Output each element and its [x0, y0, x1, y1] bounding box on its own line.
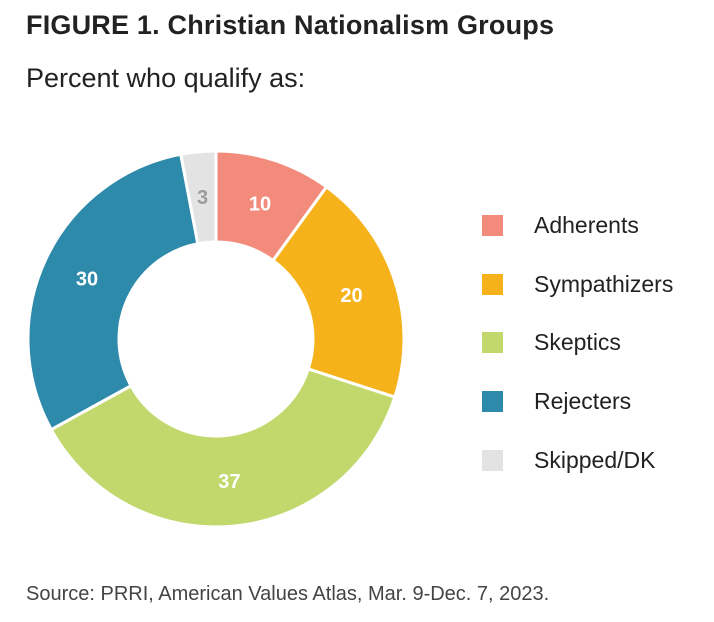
slice-sympathizers — [270, 184, 406, 399]
legend-item-sympathizers: Sympathizers — [482, 255, 712, 314]
legend-swatch — [482, 449, 503, 471]
data-label-sympathizers: 20 — [340, 285, 362, 307]
data-label-adherents: 10 — [249, 193, 271, 215]
legend-item-skeptics: Skeptics — [482, 314, 712, 373]
data-label-rejecters: 30 — [76, 268, 98, 290]
slice-skeptics — [49, 367, 397, 529]
legend-swatch — [482, 391, 503, 413]
legend-label: Sympathizers — [534, 270, 674, 297]
legend-swatch — [482, 273, 503, 295]
chart-title: FIGURE 1. Christian Nationalism Groups — [26, 10, 555, 40]
legend-label: Skeptics — [534, 329, 621, 356]
legend-label: Skipped/DK — [534, 446, 656, 473]
slice-skipped-dk — [179, 149, 218, 246]
source-note: Source: PRRI, American Values Atlas, Mar… — [26, 583, 550, 605]
legend-swatch — [482, 214, 503, 236]
chart-legend: Adherents Sympathizers Skeptics Rejecters Sk… — [482, 196, 712, 490]
chart-subtitle: Percent who qualify as: — [26, 63, 306, 93]
legend-item-rejecters: Rejecters — [482, 372, 712, 431]
legend-swatch — [482, 332, 503, 354]
legend-item-skipped-dk: Skipped/DK — [482, 431, 712, 490]
legend-label: Rejecters — [534, 388, 632, 415]
data-label-skeptics: 37 — [218, 471, 240, 493]
slice-rejecters — [26, 152, 200, 432]
legend-label: Adherents — [534, 211, 639, 238]
data-label-skipped-dk: 3 — [197, 187, 208, 209]
legend-item-adherents: Adherents — [482, 196, 712, 255]
